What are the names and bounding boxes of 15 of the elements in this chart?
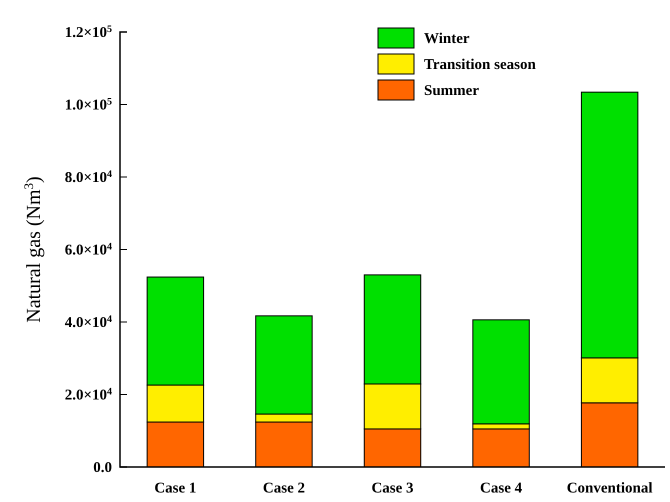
legend-label: Winter bbox=[424, 31, 470, 47]
x-tick-label: Case 1 bbox=[154, 480, 196, 496]
y-tick-label: 4.0×10$^{4}$ bbox=[64, 313, 112, 331]
y-tick-label: 6.0×10$^{4}$ bbox=[64, 240, 112, 258]
y-tick-label: 8.0×10$^{4}$ bbox=[64, 168, 112, 186]
x-tick-label: Conventional bbox=[566, 480, 653, 496]
y-tick-label: 0.0 bbox=[93, 460, 112, 476]
x-tick-label: Case 4 bbox=[480, 480, 523, 496]
x-tick-label: Case 3 bbox=[371, 480, 414, 496]
y-tick-label: 2.0×10$^{4}$ bbox=[64, 386, 112, 404]
y-tick-label: 1.0×10$^{5}$ bbox=[64, 96, 112, 114]
y-tick-label: 1.2×10$^{5}$ bbox=[64, 23, 112, 41]
legend-label: Summer bbox=[424, 83, 480, 99]
legend-label: Transition season bbox=[424, 57, 536, 73]
x-tick-label: Case 2 bbox=[262, 480, 305, 496]
